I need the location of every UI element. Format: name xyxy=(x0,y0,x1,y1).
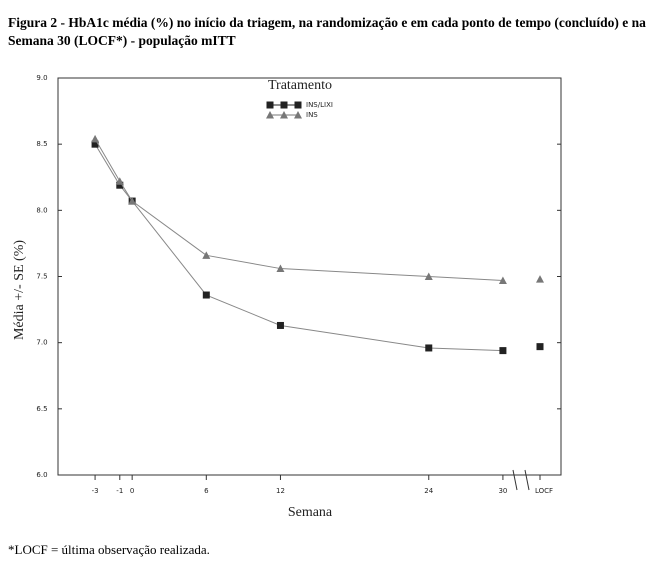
data-point xyxy=(116,181,124,189)
x-tick-label: -1 xyxy=(116,487,123,495)
legend-label: INS/LIXI xyxy=(306,101,333,109)
y-axis-label: Média +/- SE (%) xyxy=(12,240,27,340)
data-point xyxy=(276,321,284,329)
y-tick-label: 6.0 xyxy=(36,471,47,479)
data-point xyxy=(276,264,285,273)
x-tick-label: LOCF xyxy=(535,487,553,495)
y-tick-label: 6.5 xyxy=(36,405,47,413)
legend-title: Tratamento xyxy=(268,78,332,93)
data-point xyxy=(202,291,210,299)
plot-frame xyxy=(57,77,562,476)
locf-point xyxy=(536,343,544,351)
data-point xyxy=(91,140,99,148)
x-tick-label: 24 xyxy=(424,487,433,495)
x-axis-label: Semana xyxy=(288,505,333,520)
locf-point xyxy=(536,275,544,283)
y-tick-label: 9.0 xyxy=(36,74,47,82)
data-point xyxy=(498,276,507,284)
x-tick-label: 0 xyxy=(130,487,134,495)
y-tick-label: 7.5 xyxy=(36,273,47,281)
data-point xyxy=(424,272,433,280)
x-tick-label: 12 xyxy=(276,487,285,495)
data-point xyxy=(91,134,100,143)
data-point xyxy=(425,344,433,352)
axis-break xyxy=(512,469,518,491)
series-line xyxy=(94,138,503,281)
x-tick-label: 30 xyxy=(498,487,507,495)
y-tick-label: 7.0 xyxy=(36,339,47,347)
data-point xyxy=(202,251,211,259)
footnote: *LOCF = última observação realizada. xyxy=(8,542,210,557)
data-point xyxy=(128,197,137,205)
data-point xyxy=(499,347,507,355)
y-tick-label: 8.0 xyxy=(36,206,47,214)
x-tick-label: -3 xyxy=(92,487,99,495)
chart-title: Figura 2 - HbA1c média (%) no início da … xyxy=(8,15,646,48)
y-tick-label: 8.5 xyxy=(36,140,47,148)
x-tick-label: 6 xyxy=(204,487,209,495)
legend-label: INS xyxy=(306,111,318,119)
axis-break xyxy=(524,469,530,491)
series-line xyxy=(94,143,503,352)
data-point xyxy=(115,177,124,185)
